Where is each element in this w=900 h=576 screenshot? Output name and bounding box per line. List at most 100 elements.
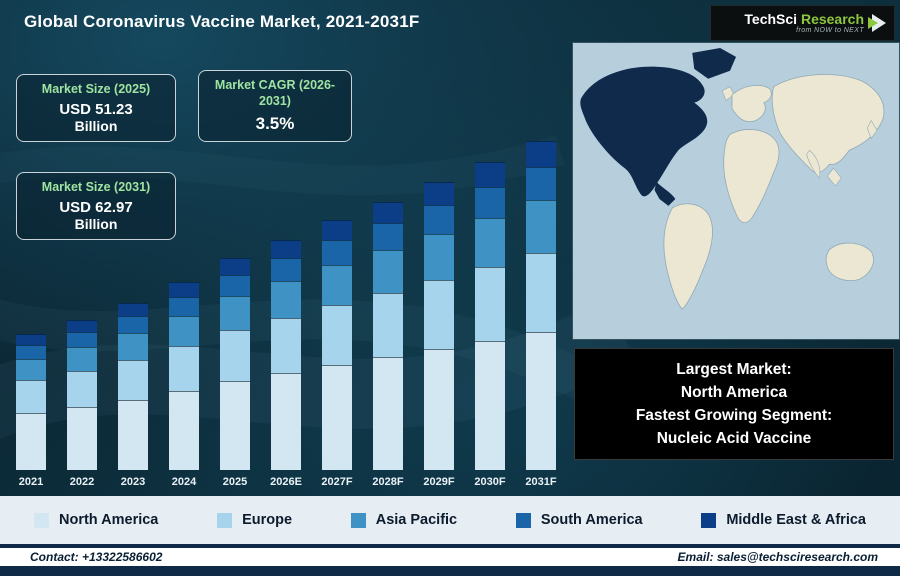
logo-text: TechSci Research from NOW to NEXT [744,12,864,34]
stacked-bar [475,162,505,470]
bar-column: 2030F [473,162,507,492]
bar-segment [526,141,556,168]
bar-segment [220,275,250,297]
legend-color-swatch [701,512,717,528]
x-axis-label: 2025 [222,476,248,488]
legend-item: North America [34,512,158,528]
x-axis-label: 2030F [474,476,506,488]
footer-top-rule [0,544,900,548]
world-map-svg [573,43,899,339]
bar-segment [118,359,148,400]
fastest-segment-value: Nucleic Acid Vaccine [656,430,812,448]
bar-segment [16,334,46,345]
bar-segment [424,205,454,234]
market-cagr-label: Market CAGR (2026-2031) [214,78,336,108]
x-axis-label: 2022 [69,476,95,488]
bar-segment [271,373,301,470]
legend-label: Asia Pacific [375,512,458,528]
bar-segment [67,347,97,371]
bar-segment [322,220,352,240]
top-dark-region: Global Coronavirus Vaccine Market, 2021-… [0,0,900,496]
bar-segment [322,240,352,265]
x-axis-label: 2028F [372,476,404,488]
largest-market-value: North America [680,383,788,401]
x-axis-label: 2029F [423,476,455,488]
market-size-2031-box: Market Size (2031) USD 62.97 Billion [16,172,176,240]
logo-brand-secondary: Research [797,10,864,27]
logo-arrow-icon [868,14,886,32]
bar-segment [169,282,199,298]
bar-segment [220,258,250,275]
bar-segment [118,399,148,470]
footer-bottom-bar [0,566,900,576]
market-size-2031-label: Market Size (2031) [41,180,151,194]
bar-segment [16,380,46,413]
bar-segment [526,167,556,201]
bar-segment [526,200,556,253]
market-size-2031-unit: Billion [74,215,118,232]
bar-segment [424,182,454,206]
bar-column: 2023 [116,303,150,492]
stacked-bar [220,258,250,470]
world-map [572,42,900,340]
bar-segment [322,365,352,470]
bar-segment [169,297,199,316]
bar-segment [16,344,46,359]
legend-item: Asia Pacific [350,512,458,528]
bar-segment [475,217,505,267]
bar-segment [118,303,148,317]
bar-segment [424,349,454,470]
market-size-2025-value: USD 51.23 [59,100,133,118]
largest-market-label: Largest Market: [676,360,792,378]
bar-segment [373,293,403,358]
bar-segment [118,316,148,334]
right-panel: Largest Market: North America Fastest Gr… [572,42,900,496]
legend-label: Europe [242,512,293,528]
bar-segment [475,186,505,218]
legend-color-swatch [350,512,366,528]
logo-brand: TechSci Research [744,12,864,27]
legend-label: North America [59,512,159,528]
legend-label: South America [540,512,643,528]
legend-item: Europe [217,512,292,528]
x-axis-label: 2027F [321,476,353,488]
contact-phone: Contact: +13322586602 [30,550,163,564]
bar-segment [475,162,505,187]
x-axis-label: 2021 [18,476,44,488]
bar-segment [220,296,250,331]
stacked-bar [424,182,454,470]
x-axis-label: 2023 [120,476,146,488]
market-size-2025-label: Market Size (2025) [41,82,151,96]
x-axis-label: 2024 [171,476,197,488]
stacked-bar [118,303,148,470]
bar-segment [67,320,97,332]
bar-segment [373,357,403,470]
stacked-bar [271,240,301,470]
x-axis-label: 2031F [525,476,557,488]
stacked-bar [67,320,97,470]
bar-column: 2025 [218,258,252,492]
market-size-2025-unit: Billion [74,117,118,134]
bar-segment [169,345,199,392]
logo-tagline: from NOW to NEXT [796,26,864,34]
bar-segment [526,331,556,470]
legend-item: South America [515,512,643,528]
bar-segment [424,233,454,280]
legend-color-swatch [515,512,531,528]
stacked-bar [526,141,556,470]
bar-column: 2029F [422,182,456,492]
bar-segment [67,407,97,470]
bar-segment [526,252,556,332]
stacked-bar [16,334,46,470]
bar-column: 2026E [269,240,303,492]
bar-column: 2022 [65,320,99,492]
market-size-2025-box: Market Size (2025) USD 51.23 Billion [16,74,176,142]
bar-segment [373,202,403,224]
stacked-bar [322,220,352,470]
bar-segment [424,279,454,350]
techsci-research-logo: TechSci Research from NOW to NEXT [710,5,895,41]
bar-segment [16,412,46,470]
market-size-2031-value: USD 62.97 [59,198,133,216]
legend-color-swatch [34,512,49,528]
